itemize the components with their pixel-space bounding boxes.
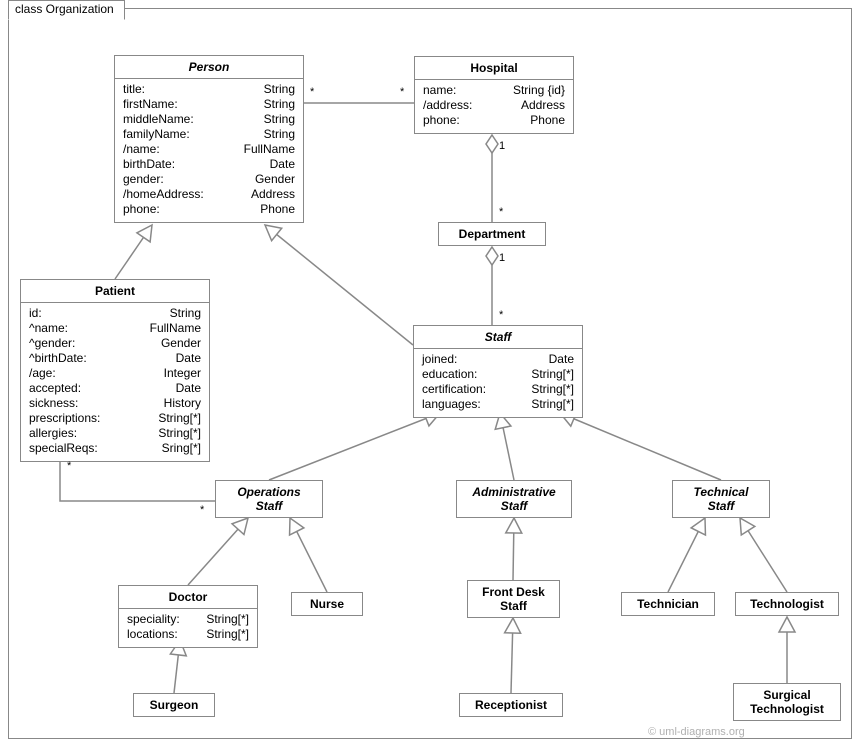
class-title: Technologist [736,593,838,615]
attr-row: id:String [29,306,201,321]
attr-row: speciality:String[*] [127,612,249,627]
class-title: OperationsStaff [216,481,322,517]
class-SurgicalTechnologist: SurgicalTechnologist [733,683,841,721]
attr-row: familyName:String [123,127,295,142]
attr-row: name:String {id} [423,83,565,98]
attr-row: accepted:Date [29,381,201,396]
class-attrs: name:String {id}/address:Addressphone:Ph… [415,80,573,133]
attr-row: phone:Phone [423,113,565,128]
attr-row: allergies:String[*] [29,426,201,441]
diagram-canvas: class Organization Persontitle:Stringfir… [0,0,860,747]
multiplicity: 1 [499,252,505,264]
class-attrs: id:String^name:FullName^gender:Gender^bi… [21,303,209,461]
class-Department: Department [438,222,546,246]
package-frame-label: class Organization [8,0,125,20]
class-AdministrativeStaff: AdministrativeStaff [456,480,572,518]
class-title: Person [115,56,303,79]
attr-row: ^gender:Gender [29,336,201,351]
attr-row: ^name:FullName [29,321,201,336]
multiplicity: * [310,86,314,98]
class-Hospital: Hospitalname:String {id}/address:Address… [414,56,574,134]
class-FrontDeskStaff: Front DeskStaff [467,580,560,618]
attr-row: /homeAddress:Address [123,187,295,202]
class-Surgeon: Surgeon [133,693,215,717]
attr-row: firstName:String [123,97,295,112]
class-Technologist: Technologist [735,592,839,616]
multiplicity: 1 [499,140,505,152]
attr-row: birthDate:Date [123,157,295,172]
attr-row: education:String[*] [422,367,574,382]
class-title: Hospital [415,57,573,80]
multiplicity: * [400,86,404,98]
class-title: Staff [414,326,582,349]
class-Doctor: Doctorspeciality:String[*]locations:Stri… [118,585,258,648]
multiplicity: * [499,309,503,321]
class-Patient: Patientid:String^name:FullName^gender:Ge… [20,279,210,462]
class-Receptionist: Receptionist [459,693,563,717]
class-Nurse: Nurse [291,592,363,616]
attr-row: languages:String[*] [422,397,574,412]
class-title: Department [439,223,545,245]
attr-row: middleName:String [123,112,295,127]
class-attrs: speciality:String[*]locations:String[*] [119,609,257,647]
multiplicity: * [200,504,204,516]
attr-row: sickness:History [29,396,201,411]
attr-row: /age:Integer [29,366,201,381]
class-attrs: title:StringfirstName:StringmiddleName:S… [115,79,303,222]
class-title: Front DeskStaff [468,581,559,617]
attr-row: specialReqs:Sring[*] [29,441,201,456]
class-attrs: joined:Dateeducation:String[*]certificat… [414,349,582,417]
attr-row: /address:Address [423,98,565,113]
attr-row: certification:String[*] [422,382,574,397]
attr-row: joined:Date [422,352,574,367]
class-TechnicalStaff: TechnicalStaff [672,480,770,518]
attr-row: /name:FullName [123,142,295,157]
multiplicity: * [499,206,503,218]
watermark: © uml-diagrams.org [648,726,745,738]
class-title: Doctor [119,586,257,609]
class-title: AdministrativeStaff [457,481,571,517]
class-Technician: Technician [621,592,715,616]
multiplicity: * [67,460,71,472]
class-OperationsStaff: OperationsStaff [215,480,323,518]
attr-row: prescriptions:String[*] [29,411,201,426]
class-title: Surgeon [134,694,214,716]
class-title: TechnicalStaff [673,481,769,517]
class-title: Patient [21,280,209,303]
class-title: Technician [622,593,714,615]
class-title: Receptionist [460,694,562,716]
class-title: SurgicalTechnologist [734,684,840,720]
attr-row: ^birthDate:Date [29,351,201,366]
attr-row: gender:Gender [123,172,295,187]
class-title: Nurse [292,593,362,615]
attr-row: locations:String[*] [127,627,249,642]
attr-row: phone:Phone [123,202,295,217]
class-Staff: Staffjoined:Dateeducation:String[*]certi… [413,325,583,418]
class-Person: Persontitle:StringfirstName:Stringmiddle… [114,55,304,223]
attr-row: title:String [123,82,295,97]
